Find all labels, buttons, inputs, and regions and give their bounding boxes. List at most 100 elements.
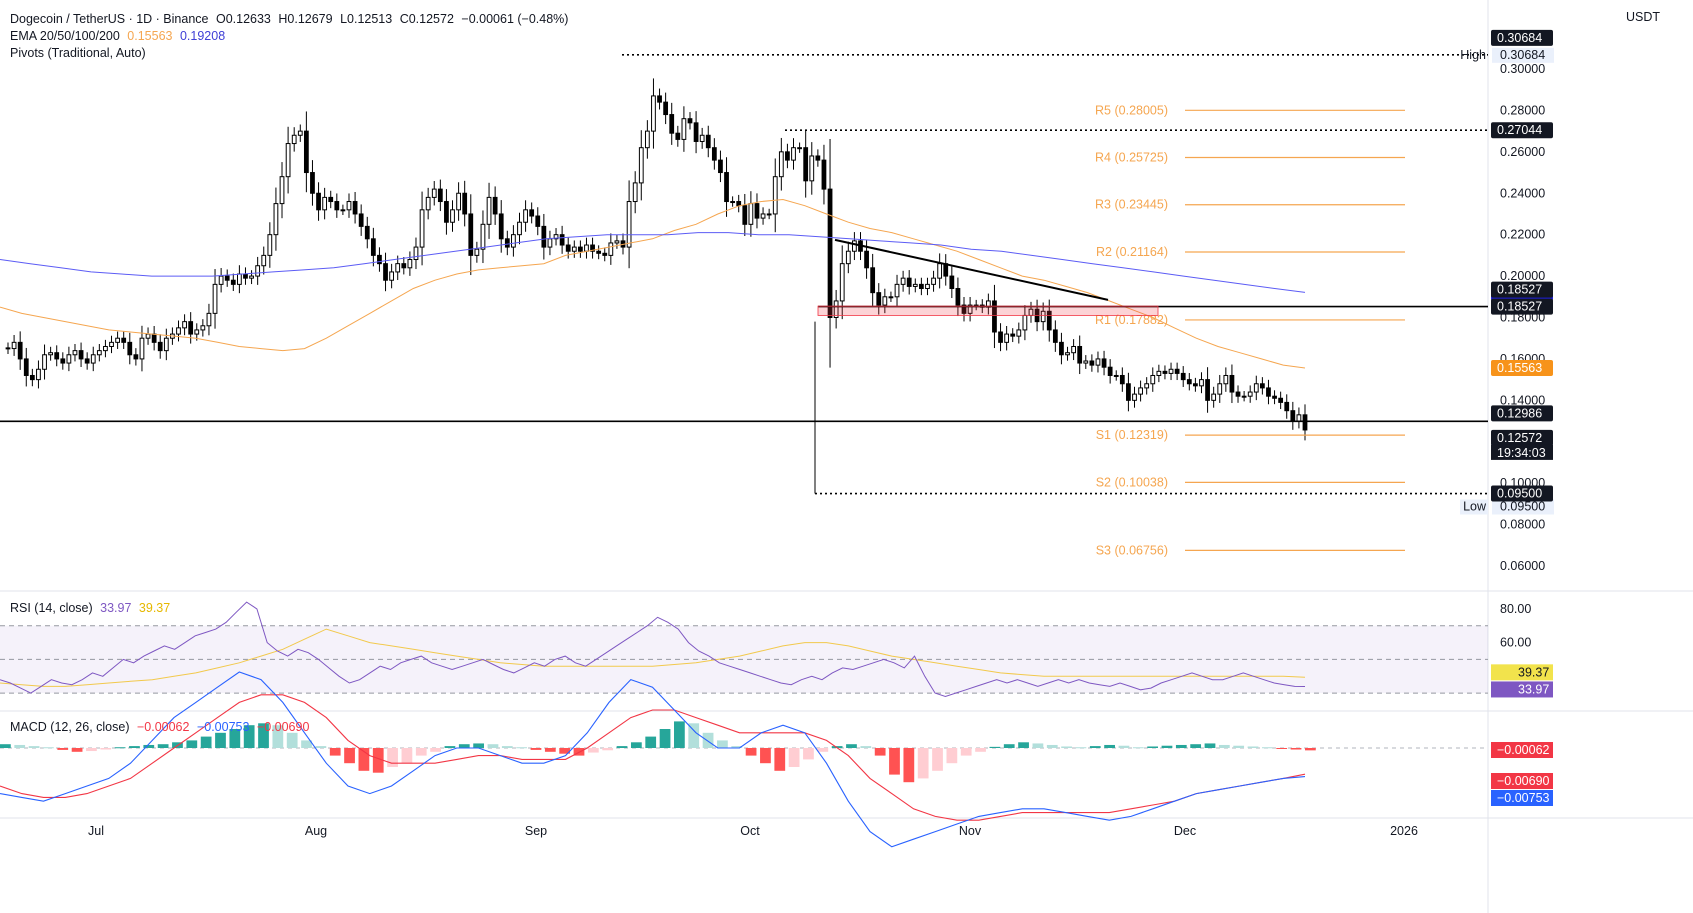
candle-down	[352, 201, 358, 215]
price-pane[interactable]: R5 (0.28005) R4 (0.25725) R3 (0.23445) R2 (…	[0, 47, 1554, 558]
macd-histogram-bar	[444, 746, 456, 748]
candle-up	[419, 209, 425, 248]
candle-up	[249, 275, 254, 279]
macd-histogram-bar	[1305, 748, 1316, 751]
candle-down	[687, 118, 693, 124]
currency-label[interactable]: USDT	[1625, 10, 1660, 24]
candle-down	[230, 279, 236, 285]
rsi-ma-line	[0, 628, 1306, 687]
candle-down	[157, 341, 163, 352]
candle-up	[486, 196, 492, 225]
macd-histogram-bar	[559, 748, 571, 754]
macd-label[interactable]: MACD (12, 26, close)	[10, 720, 130, 734]
candle-down	[1059, 341, 1064, 356]
candle-up	[346, 201, 352, 211]
macd-tag-text: −0.00690	[1497, 774, 1550, 788]
time-tick-label: Aug	[305, 824, 327, 838]
candle-up	[632, 182, 638, 203]
candle-down	[705, 134, 711, 149]
symbol-legend[interactable]: Dogecoin / TetherUS · 1D · Binance O0.12…	[10, 12, 572, 26]
macd-histogram-bar	[301, 740, 312, 748]
price-axis[interactable]: 0.30000 0.28000 0.26000 0.24000 0.22000 0.200…	[1491, 29, 1553, 573]
candle-down	[602, 252, 608, 256]
rsi-label[interactable]: RSI (14, close)	[10, 601, 93, 615]
price-tick-label: 0.22000	[1500, 228, 1545, 242]
candle-down	[955, 288, 961, 306]
candle-up	[839, 263, 845, 302]
candle-up	[1156, 370, 1162, 376]
macd-histogram-bar	[803, 748, 814, 760]
candle-up	[255, 265, 261, 277]
macd-histogram-bar	[57, 748, 69, 750]
candle-up	[340, 209, 346, 212]
symbol-title[interactable]: Dogecoin / TetherUS · 1D · Binance	[10, 12, 209, 26]
macd-histogram-bar	[788, 748, 800, 767]
macd-signal-line	[0, 694, 1306, 821]
candle-up	[1211, 393, 1217, 401]
macd-histogram-bar	[960, 748, 972, 756]
candle-up	[218, 275, 224, 285]
macd-histogram-bar	[1032, 743, 1044, 748]
candle-down	[821, 159, 827, 190]
macd-histogram-bar	[100, 748, 112, 750]
ema-label[interactable]: EMA 20/50/100/200	[10, 29, 120, 43]
candle-down	[23, 358, 29, 376]
macd-tag-text: −0.00753	[1497, 791, 1550, 805]
candle-up	[425, 196, 431, 211]
candle-down	[1278, 397, 1284, 403]
macd-line-value: −0.00753	[196, 720, 250, 734]
macd-histogram-bar	[1290, 748, 1302, 750]
candle-up	[267, 234, 273, 256]
change-value: −0.00061 (−0.48%)	[461, 12, 569, 26]
candle-up	[931, 277, 936, 285]
macd-legend[interactable]: MACD (12, 26, close) −0.00062 −0.00753 −…	[10, 720, 313, 734]
macd-signal-value: −0.00690	[256, 720, 310, 734]
candle-up	[297, 130, 303, 136]
time-axis[interactable]: Jul Aug Sep Oct Nov Dec 2026	[88, 824, 1418, 838]
candle-down	[1010, 333, 1016, 337]
time-tick-label: Jul	[88, 824, 104, 838]
price-tick-label: 0.30000	[1500, 62, 1545, 76]
candle-up	[389, 271, 395, 281]
rsi-ma-tag-text: 39.37	[1518, 665, 1549, 679]
ema-legend[interactable]: EMA 20/50/100/200 0.15563 0.19208	[10, 29, 229, 43]
high-value: 0.30684	[1500, 48, 1545, 62]
candle-up	[791, 147, 796, 161]
macd-histogram-bar	[458, 744, 470, 748]
macd-histogram-bar	[272, 725, 284, 748]
candle-down	[468, 213, 474, 256]
rsi-legend[interactable]: RSI (14, close) 33.97 39.37	[10, 601, 174, 615]
ema50-line	[0, 198, 1306, 369]
candle-up	[523, 209, 528, 223]
candle-up	[638, 147, 644, 184]
rsi-line	[0, 601, 1306, 698]
candle-up	[480, 223, 486, 250]
price-tick-label: 0.08000	[1500, 518, 1545, 532]
macd-histogram-bar	[14, 744, 26, 748]
candle-up	[1071, 345, 1076, 354]
candle-up	[1095, 358, 1101, 366]
price-tag-text: 0.12572	[1497, 431, 1542, 445]
candle-down	[133, 354, 139, 360]
candle-up	[90, 354, 96, 364]
macd-histogram-bar	[544, 748, 556, 752]
macd-histogram-bar	[1118, 745, 1130, 748]
macd-histogram-bar	[846, 744, 857, 748]
candle-up	[395, 263, 401, 273]
candle-down	[815, 155, 821, 161]
candle-down	[504, 238, 510, 248]
pivot-level-label: S1 (0.12319)	[1096, 428, 1168, 442]
candle-up	[163, 337, 169, 352]
pivot-level-label: R1 (0.17882)	[1095, 313, 1168, 327]
candle-up	[511, 234, 516, 248]
high-value-bg	[1492, 47, 1554, 63]
pivots-label[interactable]: Pivots (Traditional, Auto)	[10, 46, 146, 60]
pivots-legend[interactable]: Pivots (Traditional, Auto)	[10, 46, 150, 60]
candle-up	[322, 196, 328, 211]
candle-up	[1083, 360, 1089, 364]
macd-histogram-bar	[1089, 746, 1101, 748]
candle-up	[407, 259, 413, 269]
candle-up	[139, 337, 145, 360]
